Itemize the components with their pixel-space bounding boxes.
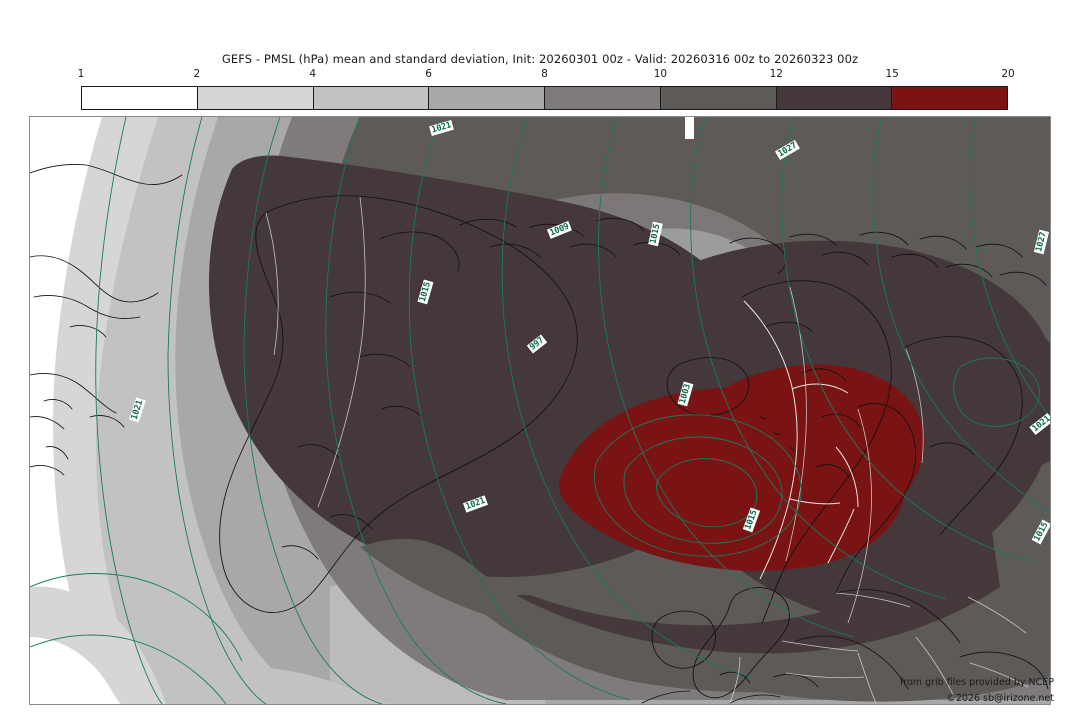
colorbar-tick-2: 2 [193, 68, 201, 80]
colorbar-segment-1-2 [82, 87, 197, 109]
colorbar-segment-12-15 [775, 87, 892, 109]
colorbar-segment-4-6 [312, 87, 429, 109]
colorbar-segment-6-8 [428, 87, 544, 109]
colorbar-tick-12: 12 [769, 68, 783, 80]
colorbar: 1 2 4 6 8 10 12 15 20 [78, 68, 1015, 110]
colorbar-segment-15-20 [891, 87, 1007, 109]
colorbar-gradient [81, 86, 1008, 110]
highlight-border-layer [743, 300, 859, 580]
colorbar-segment-8-10 [544, 87, 660, 109]
colorbar-tick-6: 6 [425, 68, 432, 80]
credit-copyright: ©2026 sb@irizone.net [946, 693, 1054, 704]
colorbar-tick-4: 4 [309, 68, 317, 80]
chart-title: GEFS - PMSL (hPa) mean and standard devi… [221, 52, 859, 66]
colorbar-tick-labels: 1 2 4 6 8 10 12 15 20 [77, 68, 1015, 84]
colorbar-tick-1: 1 [77, 68, 85, 80]
isobar-layer [30, 117, 1050, 704]
colorbar-tick-20: 20 [1001, 68, 1015, 80]
credit-source: from grib files provided by NCEP [899, 677, 1054, 688]
colorbar-tick-8: 8 [541, 68, 548, 80]
map-plot-area[interactable]: 1021 1021 1009 1015 1015 997 1003 1021 1… [29, 116, 1051, 705]
colorbar-tick-10: 10 [653, 68, 668, 80]
colorbar-tick-15: 15 [885, 68, 899, 80]
colorbar-segment-2-4 [196, 87, 313, 109]
colorbar-segment-10-12 [659, 87, 776, 109]
